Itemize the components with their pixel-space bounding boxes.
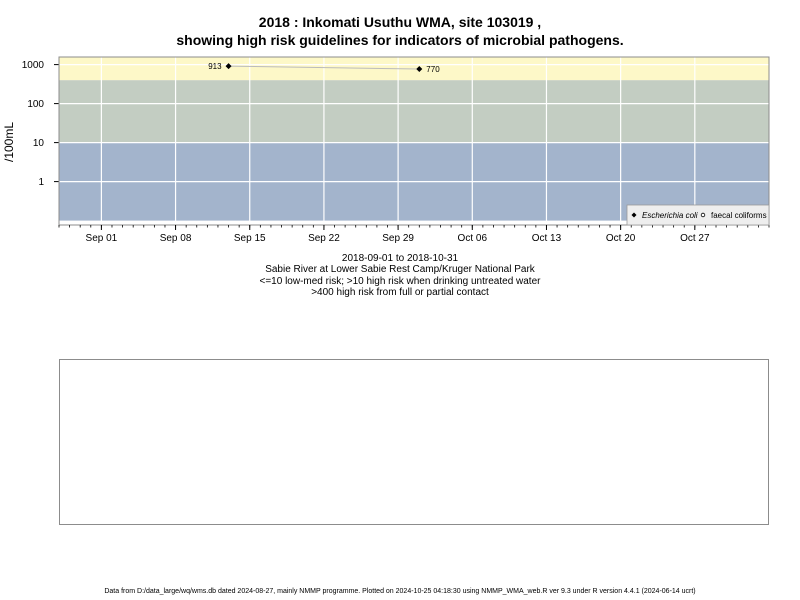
grid-lines [59,57,769,225]
legend-marker-0 [631,212,637,218]
subtitle-site: Sabie River at Lower Sabie Rest Camp/Kru… [265,264,535,275]
x-tick-label-8: Oct 27 [680,233,710,244]
data-points: 913 770 [208,62,440,74]
legend-label-1: faecal coliforms [711,211,767,220]
legend: Escherichia coli faecal coliforms [626,204,770,226]
x-tick-label-5: Oct 06 [458,233,488,244]
risk-bands [59,57,769,221]
chart-title-line-1: 2018 : Inkomati Usuthu WMA, site 103019 … [258,14,542,30]
empty-plot-panel [59,359,769,525]
x-tick-label-0: Sep 01 [86,233,118,244]
footer-note: Data from D:/data_large/wq/wms.db dated … [104,588,696,595]
legend-marker-1 [700,212,706,218]
data-point-0-1 [416,66,423,73]
series-connector [228,65,420,70]
risk-band-1 [59,80,769,143]
legend-box [626,204,770,226]
series-line-0 [228,65,420,70]
x-tick-label-6: Oct 13 [532,233,562,244]
x-tick-label-1: Sep 08 [160,233,192,244]
plot-frame [58,56,770,226]
subtitle-risk-drinking: <=10 low-med risk; >10 high risk when dr… [259,276,541,287]
subtitle-risk-contact: >400 high risk from full or partial cont… [311,287,489,298]
x-tick-label-4: Sep 29 [382,233,414,244]
y-axis-label: /100mL [2,122,16,162]
x-tick-label-7: Oct 20 [606,233,636,244]
y-tick-label-3: 1000 [22,60,45,71]
y-axis: 1 10 100 1000 [22,56,770,226]
y-tick-label-1: 10 [33,138,45,149]
data-point-0-0 [225,63,232,70]
subtitle-date-range: 2018-09-01 to 2018-10-31 [341,253,459,264]
x-tick-label-2: Sep 15 [234,233,266,244]
chart-title-line-2: showing high risk guidelines for indicat… [176,32,624,48]
data-label-0-0: 913 [208,62,222,71]
x-axis: Sep 01 Sep 08 Sep 15 Sep 22 Sep 29 Oct 06 Oct … [58,225,770,244]
data-label-0-1: 770 [426,65,440,74]
y-tick-label-0: 1 [38,177,44,188]
y-tick-label-2: 100 [27,99,44,110]
x-tick-label-3: Sep 22 [308,233,340,244]
legend-label-0: Escherichia coli [642,211,698,220]
